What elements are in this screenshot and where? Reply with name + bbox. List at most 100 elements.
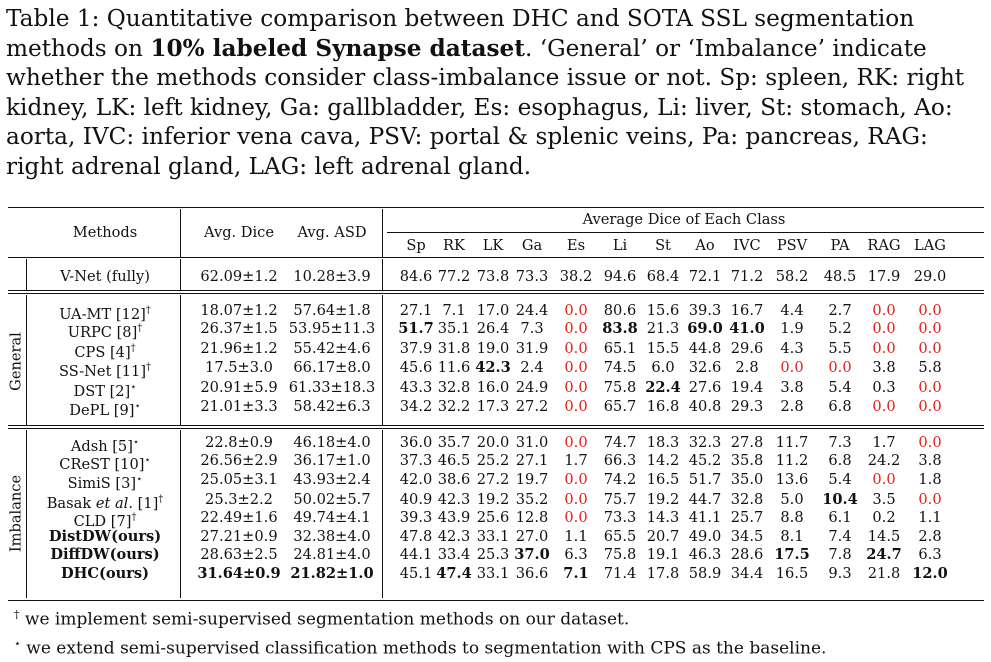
header-class-sp: Sp bbox=[406, 237, 426, 254]
avg-asd-value: 46.18±4.0 bbox=[293, 434, 371, 451]
class-dice-value: 37.0 bbox=[514, 546, 550, 563]
table-rule bbox=[382, 430, 383, 598]
table-rule bbox=[382, 209, 383, 257]
class-dice-value: 25.3 bbox=[476, 546, 510, 563]
class-dice-value: 48.5 bbox=[823, 268, 857, 285]
class-dice-value: 74.5 bbox=[603, 359, 637, 376]
class-dice-value: 19.1 bbox=[646, 546, 680, 563]
avg-dice-value: 21.01±3.3 bbox=[200, 398, 278, 415]
class-dice-value: 41.1 bbox=[688, 509, 722, 526]
class-dice-value: 6.8 bbox=[828, 452, 852, 469]
method-mark: ⋆ bbox=[144, 455, 151, 466]
class-dice-value: 0.0 bbox=[872, 302, 896, 319]
class-dice-value: 84.6 bbox=[399, 268, 433, 285]
class-dice-value: 27.2 bbox=[476, 471, 510, 488]
class-dice-value: 49.0 bbox=[688, 528, 722, 545]
class-dice-value: 65.1 bbox=[603, 340, 637, 357]
header-class-rk: RK bbox=[443, 237, 465, 254]
avg-asd-value: 10.28±3.9 bbox=[293, 268, 371, 285]
class-dice-value: 5.5 bbox=[828, 340, 852, 357]
class-dice-value: 0.0 bbox=[780, 359, 804, 376]
class-dice-value: 14.3 bbox=[646, 509, 680, 526]
class-dice-value: 16.0 bbox=[476, 379, 510, 396]
class-dice-value: 0.0 bbox=[872, 471, 896, 488]
class-dice-value: 0.0 bbox=[918, 398, 942, 415]
class-dice-value: 58.9 bbox=[688, 565, 722, 582]
class-dice-value: 25.7 bbox=[730, 509, 764, 526]
class-dice-value: 24.2 bbox=[867, 452, 901, 469]
class-dice-value: 0.0 bbox=[564, 434, 588, 451]
avg-asd-value: 58.42±6.3 bbox=[293, 398, 371, 415]
class-dice-value: 20.0 bbox=[476, 434, 510, 451]
class-dice-value: 10.4 bbox=[822, 491, 858, 508]
class-dice-value: 5.4 bbox=[828, 471, 852, 488]
avg-dice-value: 22.8±0.9 bbox=[205, 434, 273, 451]
avg-dice-value: 26.56±2.9 bbox=[200, 452, 278, 469]
avg-dice-value: 25.05±3.1 bbox=[200, 471, 278, 488]
class-dice-value: 0.0 bbox=[872, 320, 896, 337]
class-dice-value: 1.1 bbox=[564, 528, 588, 545]
method-name: CReST [10]⋆ bbox=[59, 455, 151, 473]
header-class-es: Es bbox=[566, 237, 586, 254]
class-dice-value: 7.1 bbox=[442, 302, 466, 319]
header-class-st: St bbox=[655, 237, 671, 254]
class-dice-value: 1.1 bbox=[918, 509, 942, 526]
class-dice-value: 5.4 bbox=[828, 379, 852, 396]
class-dice-value: 73.3 bbox=[603, 509, 637, 526]
class-dice-value: 40.8 bbox=[688, 398, 722, 415]
table-rule bbox=[26, 295, 27, 425]
class-dice-value: 24.7 bbox=[866, 546, 902, 563]
class-dice-value: 0.0 bbox=[918, 491, 942, 508]
class-dice-value: 27.6 bbox=[688, 379, 722, 396]
class-dice-value: 74.2 bbox=[603, 471, 637, 488]
class-dice-value: 9.3 bbox=[828, 565, 852, 582]
class-dice-value: 45.2 bbox=[688, 452, 722, 469]
method-name: URPC [8]† bbox=[67, 323, 143, 341]
avg-asd-value: 24.81±4.0 bbox=[293, 546, 371, 563]
method-name: UA-MT [12]† bbox=[59, 305, 151, 323]
group-label-general: General bbox=[7, 332, 25, 391]
class-dice-value: 24.9 bbox=[515, 379, 549, 396]
class-dice-value: 21.8 bbox=[867, 565, 901, 582]
method-name: Basak et al. [1]† bbox=[46, 494, 164, 512]
class-dice-value: 8.1 bbox=[780, 528, 804, 545]
class-dice-value: 3.5 bbox=[872, 491, 896, 508]
avg-asd-value: 66.17±8.0 bbox=[293, 359, 371, 376]
avg-dice-value: 27.21±0.9 bbox=[200, 528, 278, 545]
method-name: DST [2]⋆ bbox=[73, 382, 137, 400]
table-rule bbox=[8, 293, 984, 294]
class-dice-value: 1.8 bbox=[918, 471, 942, 488]
class-dice-value: 71.4 bbox=[603, 565, 637, 582]
class-dice-value: 39.3 bbox=[399, 509, 433, 526]
method-mark: † bbox=[145, 305, 151, 316]
class-dice-value: 15.5 bbox=[646, 340, 680, 357]
avg-asd-value: 32.38±4.0 bbox=[293, 528, 371, 545]
class-dice-value: 2.4 bbox=[520, 359, 544, 376]
class-dice-value: 73.8 bbox=[476, 268, 510, 285]
class-dice-value: 74.7 bbox=[603, 434, 637, 451]
class-dice-value: 5.2 bbox=[828, 320, 852, 337]
class-dice-value: 0.0 bbox=[564, 491, 588, 508]
class-dice-value: 68.4 bbox=[646, 268, 680, 285]
method-mark: † bbox=[146, 362, 152, 373]
header-class-rag: RAG bbox=[867, 237, 901, 254]
method-name: SimiS [3]⋆ bbox=[67, 474, 143, 492]
class-dice-value: 16.7 bbox=[730, 302, 764, 319]
method-mark: ⋆ bbox=[134, 401, 141, 412]
avg-asd-value: 36.17±1.0 bbox=[293, 452, 371, 469]
class-dice-value: 46.5 bbox=[437, 452, 471, 469]
class-dice-value: 75.8 bbox=[603, 379, 637, 396]
table-rule bbox=[180, 295, 181, 425]
class-dice-value: 1.9 bbox=[780, 320, 804, 337]
avg-dice-value: 62.09±1.2 bbox=[200, 268, 278, 285]
class-dice-value: 35.8 bbox=[730, 452, 764, 469]
avg-dice-value: 21.96±1.2 bbox=[200, 340, 278, 357]
class-dice-value: 75.8 bbox=[603, 546, 637, 563]
class-dice-value: 35.0 bbox=[730, 471, 764, 488]
class-dice-value: 3.8 bbox=[780, 379, 804, 396]
table-rule bbox=[8, 207, 984, 208]
class-dice-value: 5.0 bbox=[780, 491, 804, 508]
avg-asd-value: 53.95±11.3 bbox=[288, 320, 376, 337]
table-rule bbox=[8, 425, 984, 426]
header-methods: Methods bbox=[72, 224, 138, 241]
